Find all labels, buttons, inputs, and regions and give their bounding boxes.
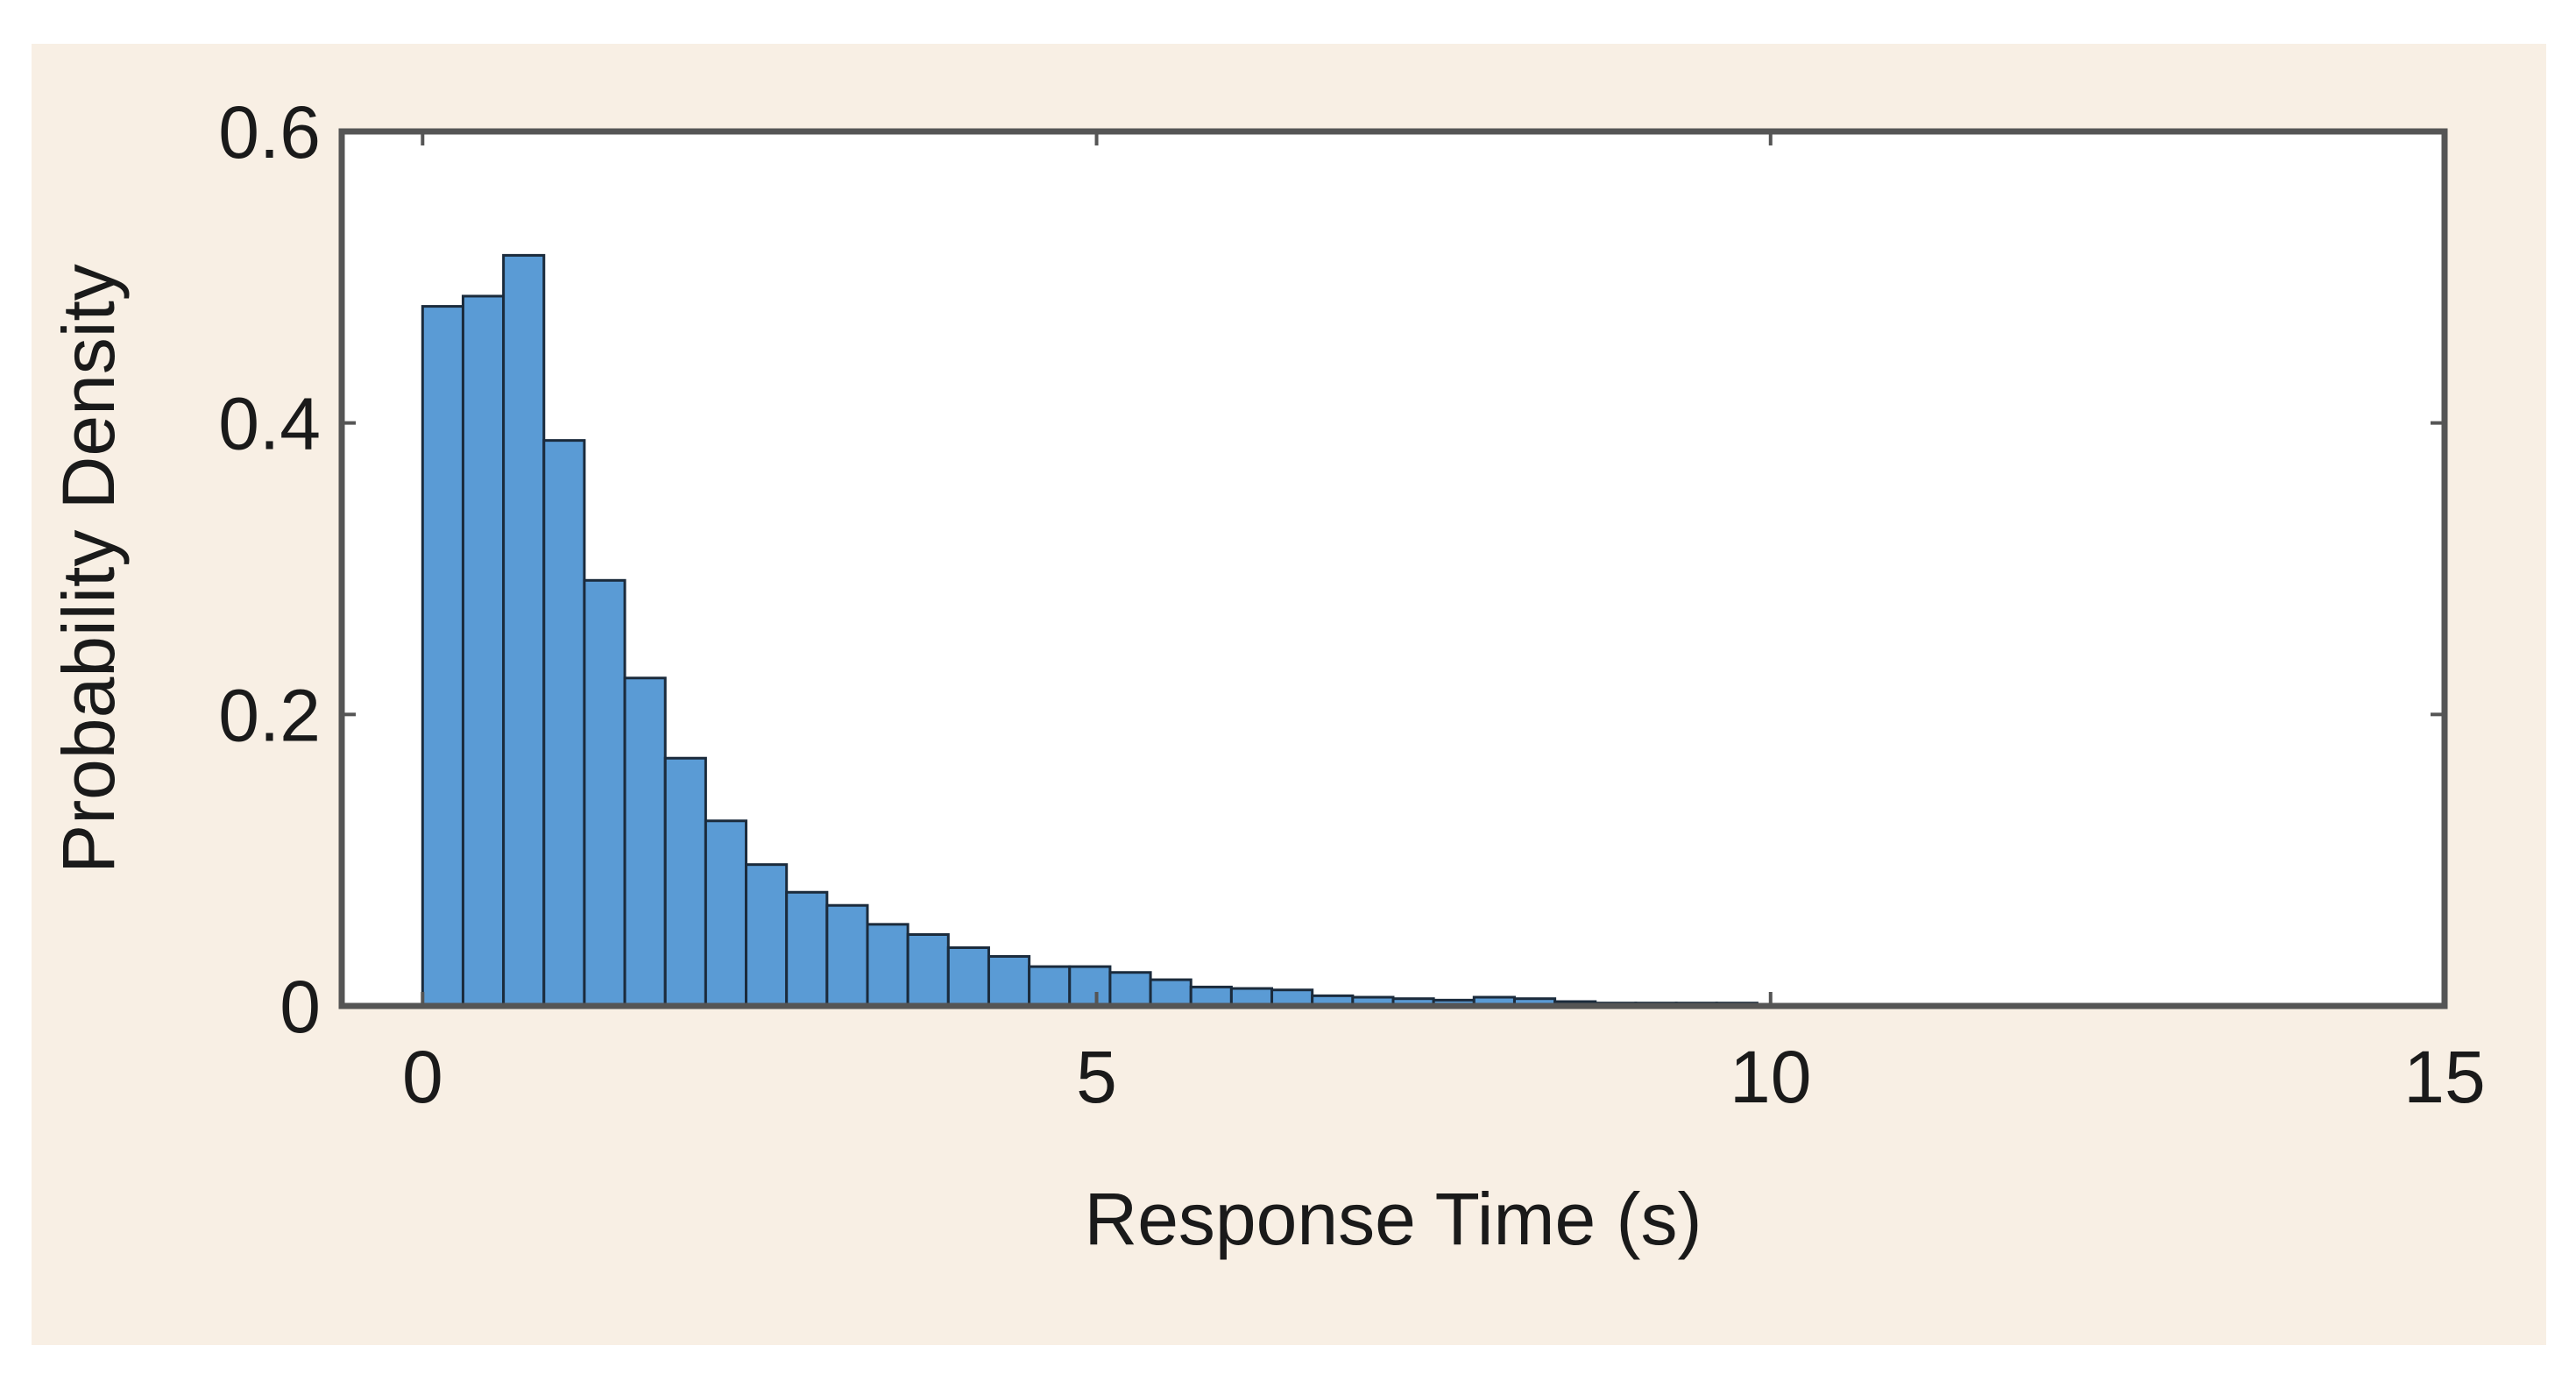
x-tick-label: 15 [2403,1036,2485,1118]
histogram-bar [542,439,586,1008]
x-axis-label: Response Time (s) [1085,1178,1702,1260]
histogram-bar [663,756,707,1008]
y-axis-label: Probability Density [47,264,130,874]
histogram-bar [1108,971,1152,1008]
histogram-bar [583,578,626,1008]
histogram-bar [946,945,990,1008]
histogram-bar [906,932,950,1008]
histogram-bar [1068,965,1112,1008]
histogram-bar [745,863,789,1008]
histogram-bar [785,890,829,1008]
histogram-bar [825,903,869,1008]
histogram-bar [987,954,1031,1008]
x-tick-label: 10 [1730,1036,1811,1118]
histogram-bar [623,676,667,1008]
y-tick-label: 0 [280,966,321,1048]
y-tick-label: 0.4 [218,383,321,465]
y-tick-label: 0.2 [218,674,321,756]
histogram-bar [461,294,506,1008]
histogram-bar [866,923,909,1008]
histogram-bar [1149,978,1192,1008]
ticks-group: 0 5 10 15 0 0.2 0.4 0.6 [218,91,2486,1118]
histogram-bar [421,305,464,1008]
x-tick-label: 5 [1076,1036,1117,1118]
plot-frame [338,128,2448,1009]
histogram-bar [502,253,546,1008]
histogram-bar [1028,965,1072,1008]
y-tick-label: 0.6 [218,91,321,174]
x-tick-label: 0 [402,1036,443,1118]
histogram-bar [704,819,748,1008]
